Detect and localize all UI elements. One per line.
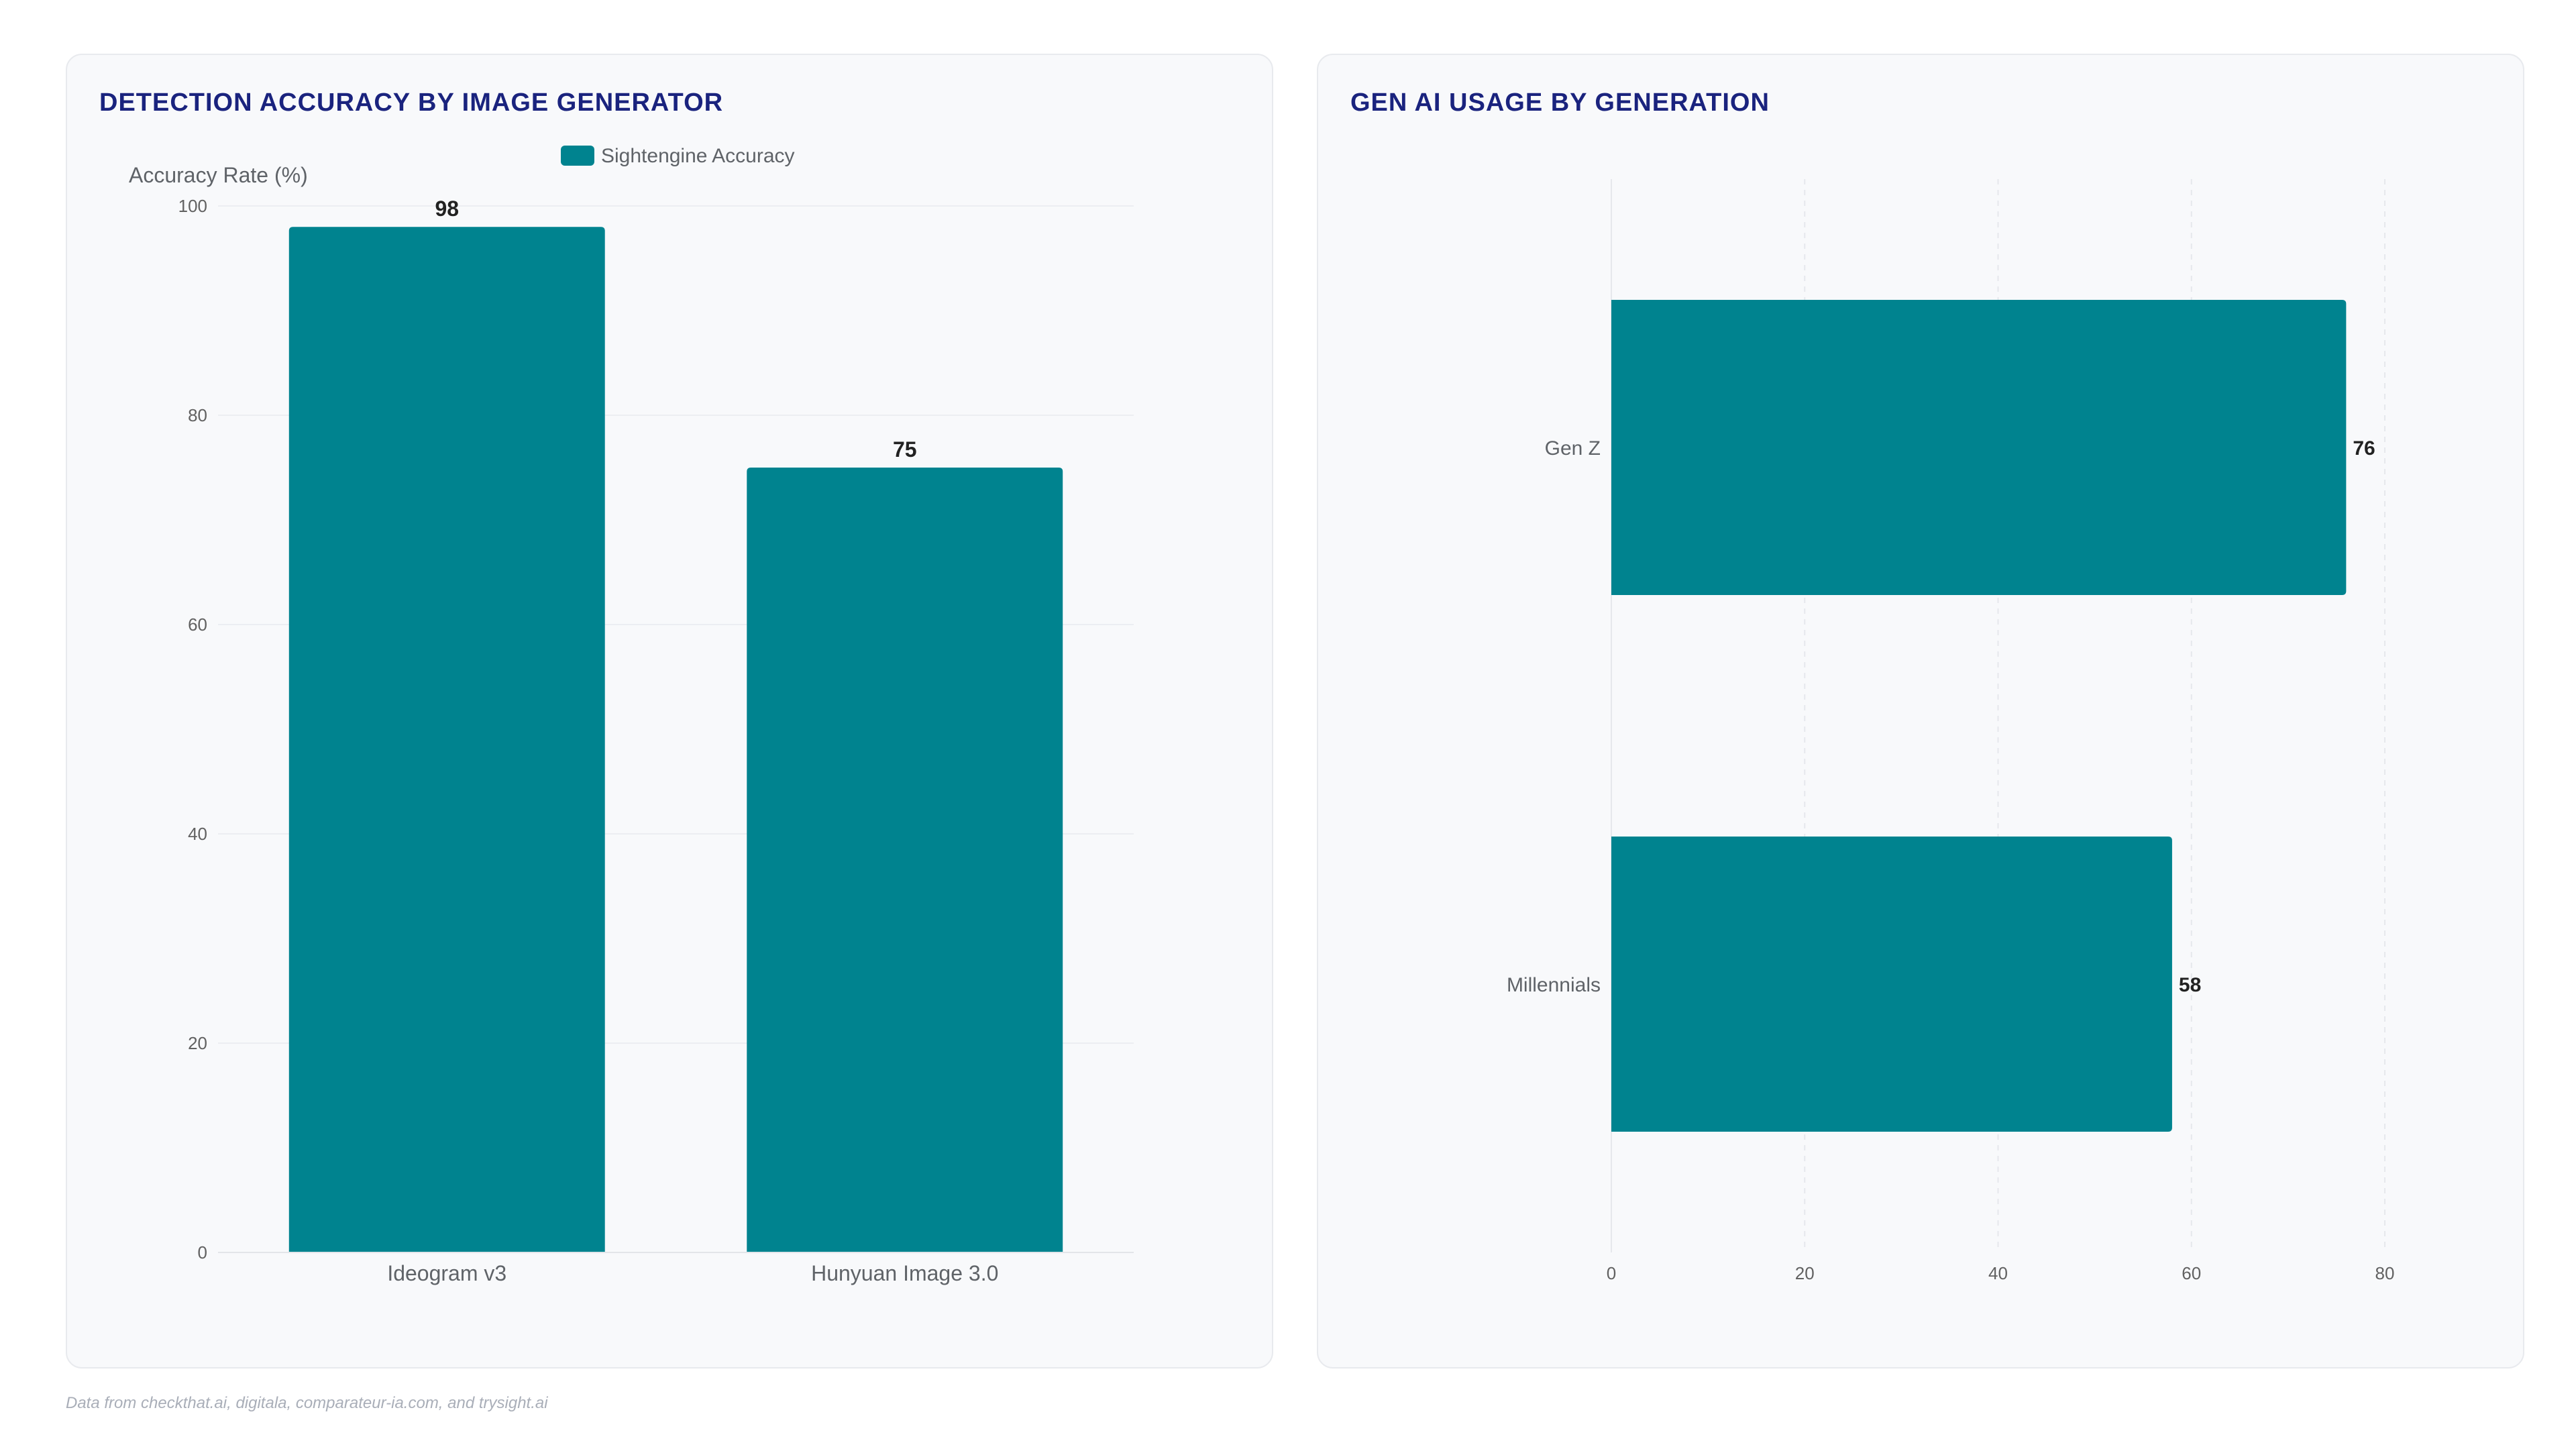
x-tick-label: 60 bbox=[2182, 1263, 2201, 1283]
usage-bar-chart: 0 20 40 60 80 76 Gen Z 58 Millennials bbox=[1507, 179, 2395, 1283]
y-tick-label: 0 bbox=[198, 1242, 207, 1263]
y-tick-label: 60 bbox=[188, 614, 207, 635]
y-tick-label: 20 bbox=[188, 1033, 207, 1053]
x-tick-label: Ideogram v3 bbox=[387, 1261, 506, 1285]
usage-chart-title: GEN AI USAGE BY GENERATION bbox=[1350, 89, 1770, 117]
source-footnote: Data from checkthat.ai, digitala, compar… bbox=[66, 1394, 548, 1412]
accuracy-chart-title: DETECTION ACCURACY BY IMAGE GENERATOR bbox=[99, 89, 724, 117]
bar-value-label: 98 bbox=[435, 197, 459, 221]
x-tick-label: 0 bbox=[1607, 1263, 1616, 1283]
x-tick-label: 80 bbox=[2375, 1263, 2395, 1283]
bar-value-label: 58 bbox=[2179, 974, 2201, 996]
y-axis-title: Accuracy Rate (%) bbox=[129, 163, 308, 187]
accuracy-chart-panel: DETECTION ACCURACY BY IMAGE GENERATOR 0 2… bbox=[66, 54, 1273, 1368]
bar bbox=[1611, 300, 2347, 595]
y-tick-label: 100 bbox=[178, 196, 207, 216]
usage-chart-panel: GEN AI USAGE BY GENERATION 0 20 40 60 80 76 Ge… bbox=[1317, 54, 2524, 1368]
bar-value-label: 76 bbox=[2353, 437, 2375, 460]
y-tick-label: 80 bbox=[188, 405, 207, 425]
bar bbox=[1611, 837, 2172, 1132]
y-tick-label: Gen Z bbox=[1545, 437, 1601, 460]
bar bbox=[747, 468, 1063, 1252]
y-tick-label: Millennials bbox=[1507, 974, 1601, 996]
accuracy-bar-chart: 0 20 40 60 80 100 Accuracy Rate (%) Sightengine… bbox=[129, 145, 1134, 1285]
x-tick-label: Hunyuan Image 3.0 bbox=[811, 1261, 998, 1285]
legend-swatch bbox=[561, 146, 594, 166]
legend-label: Sightengine Accuracy bbox=[601, 145, 795, 167]
x-tick-label: 40 bbox=[1988, 1263, 2008, 1283]
y-tick-label: 40 bbox=[188, 824, 207, 844]
bar-value-label: 75 bbox=[893, 437, 917, 462]
bar bbox=[288, 227, 605, 1253]
x-tick-label: 20 bbox=[1795, 1263, 1815, 1283]
